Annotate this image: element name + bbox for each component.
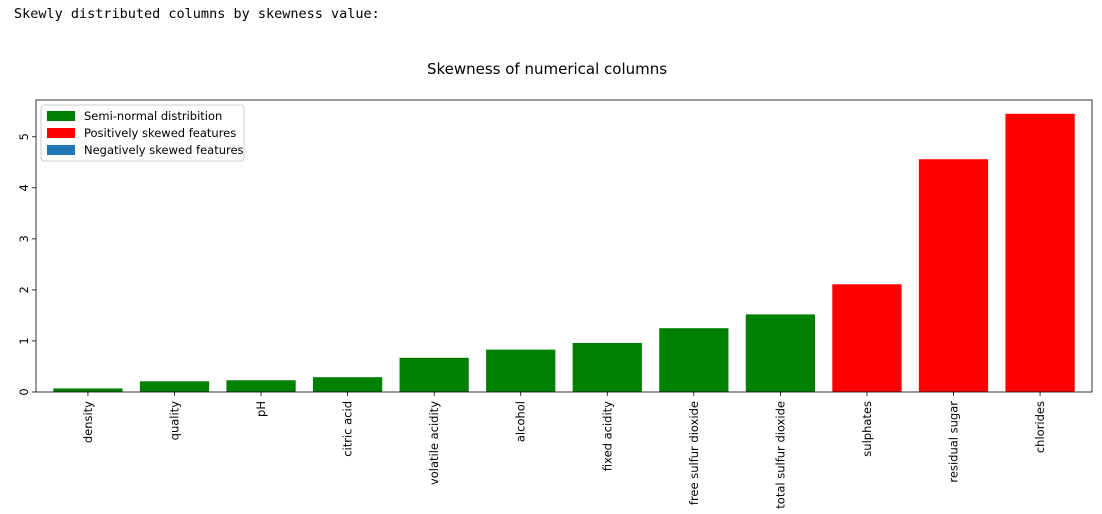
legend-label: Negatively skewed features [84,143,244,157]
bar-density [53,388,123,392]
y-tick-label: 4 [17,184,31,191]
x-tick-label: alcohol [514,401,528,442]
x-tick-label: fixed acidity [600,401,614,471]
y-tick-label: 0 [17,388,31,395]
bar-volatile-acidity [399,357,469,392]
legend-label: Positively skewed features [84,126,236,140]
bar-citric-acid [312,377,383,392]
output-header: Skewly distributed columns by skewness v… [14,6,380,22]
x-axis: density quality pH citric acid volatile acid… [81,392,1047,509]
x-tick-label: residual sugar [947,401,961,483]
legend-box [40,104,245,162]
bars-group [53,113,1075,393]
bar-chlorides [1005,113,1075,393]
x-tick-label: free sulfur dioxide [687,401,701,505]
bar-quality [139,381,210,392]
x-tick-label: volatile acidity [427,401,441,485]
y-tick-label: 3 [17,235,31,242]
legend-label: Semi-normal distribition [84,109,222,123]
bar-sulphates [832,284,902,392]
bar-free-sulfur-dioxide [659,328,729,392]
x-tick-label: density [81,401,95,443]
bar-alcohol [486,349,556,392]
bar-residual-sugar [918,159,989,392]
x-tick-label: total sulfur dioxide [773,401,787,509]
x-tick-label: chlorides [1033,401,1047,453]
x-tick-label: quality [167,401,181,441]
bar-total-sulfur-dioxide [745,314,816,392]
x-tick-label: pH [254,401,268,417]
y-axis: 0 1 2 3 4 5 [17,133,36,396]
legend-swatch [47,128,75,138]
y-tick-label: 1 [17,337,31,344]
plot-frame [35,99,1093,393]
x-tick-label: citric acid [341,401,355,457]
y-tick-label: 5 [17,133,31,140]
bar-fixed-acidity [572,342,642,392]
legend-swatch [47,145,75,155]
y-tick-label: 2 [17,286,31,293]
chart-title: Skewness of numerical columns [427,60,667,78]
legend: Semi-normal distribition Positively skewe… [40,104,245,162]
legend-swatch [47,111,75,121]
x-tick-label: sulphates [860,401,874,457]
bar-ph [226,380,296,392]
